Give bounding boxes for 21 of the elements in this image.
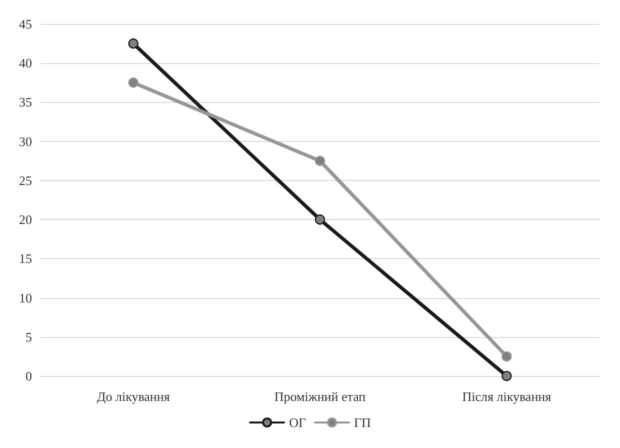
point	[314, 156, 326, 166]
point	[502, 351, 512, 362]
y-tick-label: 20	[19, 212, 32, 228]
legend-label: ОГ	[289, 415, 306, 430]
x-tick-label: Проміжний етап	[274, 389, 366, 404]
point	[128, 38, 138, 49]
y-tick-label: 5	[26, 329, 32, 344]
y-tick-label: 10	[19, 290, 32, 306]
y-tick-label: 35	[19, 94, 32, 110]
legend-label: ГП	[354, 415, 371, 430]
y-tick-label: 15	[19, 251, 32, 266]
point	[314, 214, 326, 225]
y-tick-label: 0	[26, 368, 32, 384]
point	[128, 78, 138, 88]
point	[502, 370, 512, 382]
x-tick-label: До лікування	[96, 389, 170, 404]
y-tick-label: 25	[19, 172, 32, 188]
y-tick-label: 45	[19, 16, 32, 32]
x-tick-label: Після лікування	[462, 389, 552, 404]
y-tick-label: 30	[19, 134, 32, 149]
y-tick-label: 40	[19, 56, 32, 71]
